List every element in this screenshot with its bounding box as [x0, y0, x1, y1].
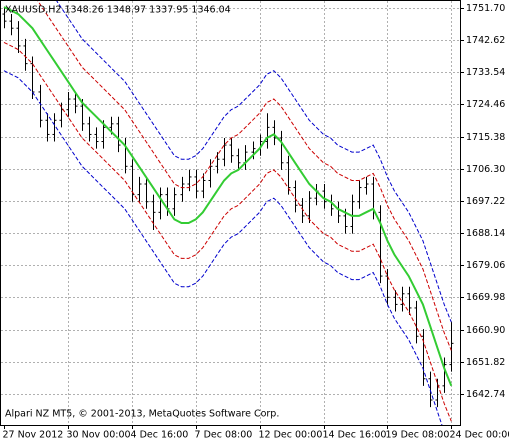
y-tick-label: 1733.54 [466, 67, 505, 78]
x-tick-label: 12 Dec 00:00 [259, 430, 323, 441]
y-tick-label: 1706.30 [466, 164, 505, 175]
indicator-line [37, 1, 452, 351]
chart-title: XAUUSD,H2 1348.26 1348.97 1337.95 1346.0… [5, 5, 231, 16]
y-tick-label: 1697.22 [466, 196, 505, 207]
indicator-line [3, 70, 443, 425]
x-tick-label: 7 Dec 08:00 [195, 430, 253, 441]
x-tick-label: 24 Dec 00:00 [450, 430, 509, 441]
y-tick-label: 1669.98 [466, 292, 505, 303]
indicator-line [56, 1, 452, 323]
indicator-line [3, 6, 453, 387]
y-tick-label: 1751.70 [466, 3, 505, 14]
x-tick-label: 30 Nov 00:00 [67, 430, 131, 441]
axes: 1751.70 1742.62 1733.54 1724.46 1715.38 1706.… [3, 3, 509, 441]
y-tick-label: 1715.38 [466, 132, 505, 143]
annotation: Alpari NZ MT5, © 2001-2013, MetaQuotes S… [5, 409, 279, 420]
y-tick-label: 1679.06 [466, 260, 505, 271]
y-tick-label: 1742.62 [466, 35, 505, 46]
x-tick-label: 19 Dec 08:00 [386, 430, 450, 441]
plot-frame [0, 0, 461, 426]
x-tick-label: 4 Dec 16:00 [131, 430, 189, 441]
y-tick-label: 1724.46 [466, 99, 505, 110]
x-tick-label: 14 Dec 16:00 [323, 430, 387, 441]
y-tick-label: 1651.82 [466, 357, 505, 368]
plot-area [2, 1, 454, 425]
y-tick-label: 1660.90 [466, 325, 505, 336]
x-tick-label: 27 Nov 2012 [3, 430, 64, 441]
indicator-line [3, 41, 452, 422]
y-tick-label: 1688.14 [466, 228, 505, 239]
y-tick-label: 1642.74 [466, 389, 505, 400]
